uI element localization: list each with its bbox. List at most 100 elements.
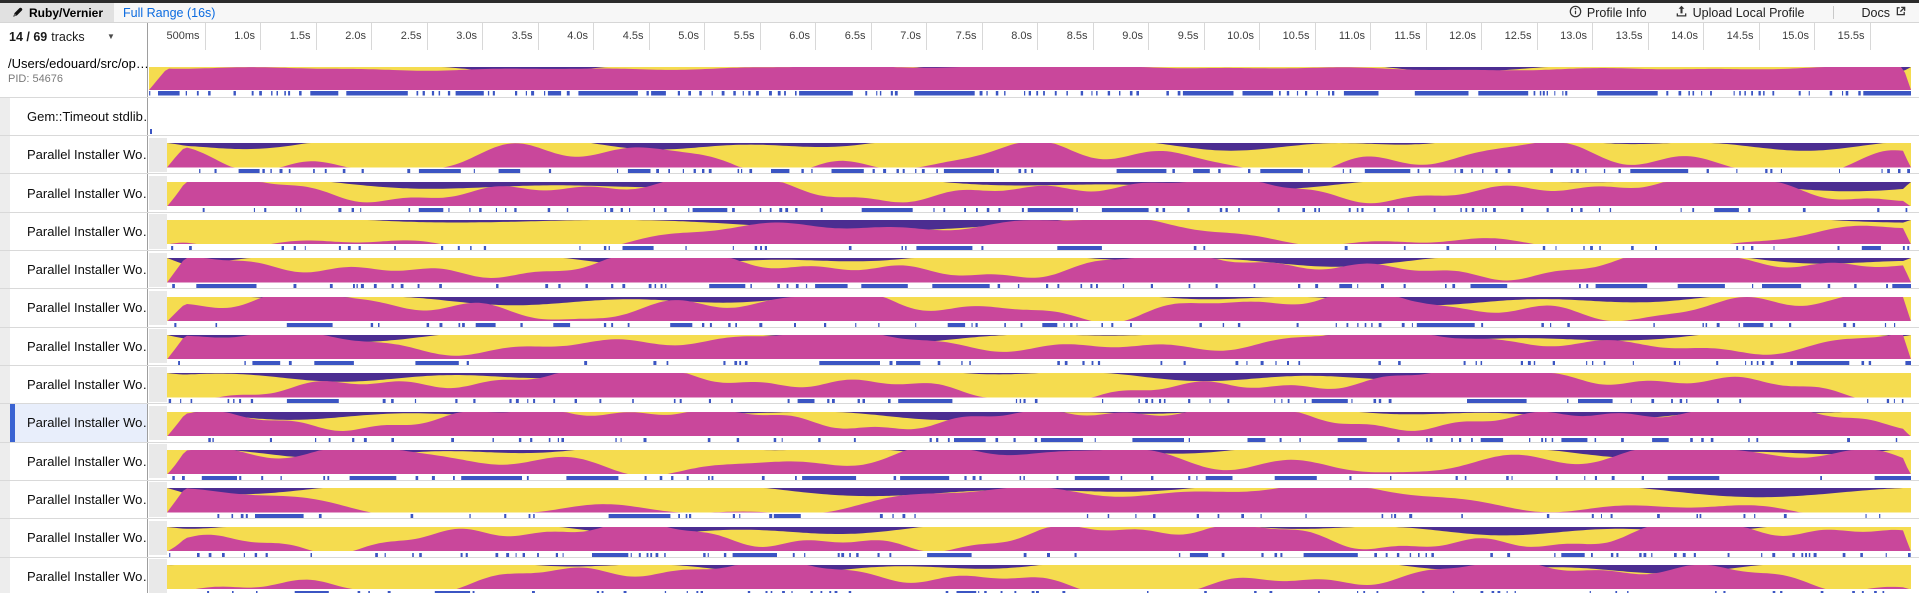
ruler-tick-label: 11.0s (1338, 30, 1365, 42)
track-sidebar-cell[interactable]: Parallel Installer Wo… (0, 519, 148, 557)
track-indent-gutter (0, 404, 10, 442)
track-row[interactable]: Parallel Installer Wo… (0, 479, 1919, 519)
track-indent-gutter (0, 365, 10, 404)
track-timeline-cell[interactable] (148, 136, 1919, 174)
track-timeline-cell[interactable] (148, 519, 1919, 557)
full-range-link[interactable]: Full Range (16s) (123, 5, 216, 20)
tab-ruby-vernier[interactable]: Ruby/Vernier (0, 3, 115, 22)
track-sidebar-cell[interactable]: Parallel Installer Wo… (0, 480, 148, 519)
track-indent-gutter (0, 212, 10, 250)
track-indent-gutter (0, 251, 10, 289)
track-timeline-cell[interactable] (148, 50, 1919, 97)
track-indent-gutter (0, 327, 10, 365)
activity-graph[interactable] (166, 411, 1911, 437)
top-toolbar: Ruby/Vernier Full Range (16s) Profile In… (0, 3, 1919, 23)
activity-graph[interactable] (166, 564, 1911, 590)
track-timeline-cell[interactable] (148, 404, 1919, 442)
track-timeline-cell[interactable] (148, 443, 1919, 480)
track-timeline-cell[interactable] (148, 289, 1919, 327)
ruler-tick-line (1647, 23, 1649, 50)
thread-track-name: Parallel Installer Wo… (27, 185, 148, 201)
track-row[interactable]: Gem::Timeout stdlib… (0, 96, 1919, 136)
activity-graph[interactable] (166, 181, 1911, 207)
thread-start-gap (149, 252, 167, 287)
track-row[interactable]: Parallel Installer Wo… (0, 288, 1919, 327)
track-row[interactable]: Parallel Installer Wo… (0, 211, 1919, 250)
track-timeline-cell[interactable] (148, 481, 1919, 519)
track-row[interactable]: Parallel Installer Wo… (0, 135, 1919, 174)
track-sidebar-cell[interactable]: Parallel Installer Wo… (0, 327, 148, 365)
track-sidebar-cell[interactable]: Parallel Installer Wo… (0, 136, 148, 174)
ruler-tick-line (204, 23, 206, 50)
marker-ticks[interactable] (167, 284, 1911, 289)
activity-graph[interactable] (166, 449, 1911, 475)
ruler-tick-label: 10.5s (1282, 30, 1310, 42)
activity-graph[interactable] (166, 143, 1911, 168)
marker-ticks[interactable] (167, 552, 1911, 557)
ruler-tick-label: 6.0s (789, 30, 810, 42)
track-sidebar-cell[interactable]: Gem::Timeout stdlib… (0, 97, 148, 136)
thread-start-gap (149, 137, 167, 172)
ruler-tick-label: 12.0s (1449, 30, 1476, 42)
ruler-tick-label: 12.5s (1504, 30, 1532, 42)
activity-graph[interactable] (166, 373, 1911, 398)
profile-info-button[interactable]: Profile Info (1569, 5, 1647, 21)
track-sidebar-cell[interactable]: Parallel Installer Wo… (0, 404, 148, 442)
track-row[interactable]: Parallel Installer Wo… (0, 326, 1919, 365)
track-row[interactable]: Parallel Installer Wo… (0, 173, 1919, 212)
track-sidebar-cell[interactable]: Parallel Installer Wo… (0, 212, 148, 250)
track-row[interactable]: Parallel Installer Wo… (0, 556, 1919, 593)
ruler-tick-line (426, 23, 428, 50)
track-sidebar-cell[interactable]: Parallel Installer Wo… (0, 251, 148, 289)
track-row[interactable]: Parallel Installer Wo… (0, 441, 1919, 480)
track-sidebar-cell[interactable]: Parallel Installer Wo… (0, 365, 148, 404)
tracks-dropdown-button[interactable]: 14 / 69 tracks ▼ (0, 23, 148, 50)
track-row[interactable]: Parallel Installer Wo… (0, 250, 1919, 289)
activity-graph[interactable] (166, 334, 1911, 360)
marker-ticks[interactable] (167, 245, 1911, 250)
track-row[interactable]: Parallel Installer Wo… (0, 403, 1919, 442)
activity-graph[interactable] (166, 488, 1911, 513)
track-timeline-cell[interactable] (148, 251, 1919, 289)
docs-link[interactable]: Docs (1862, 5, 1907, 20)
thread-track-name: Gem::Timeout stdlib… (27, 108, 148, 124)
track-row-process[interactable]: /Users/edouard/src/op… PID: 54676 (0, 50, 1919, 97)
upload-local-profile-button[interactable]: Upload Local Profile (1675, 5, 1805, 21)
marker-ticks[interactable] (167, 360, 1911, 365)
ruler-tick-label: 1.0s (234, 30, 255, 42)
ruler-tick-line (1203, 23, 1205, 50)
marker-ticks[interactable] (167, 322, 1911, 327)
thread-start-gap (149, 175, 167, 211)
marker-ticks[interactable] (167, 207, 1911, 212)
track-row[interactable]: Parallel Installer Wo… (0, 364, 1919, 404)
ruler-tick-line (1592, 23, 1593, 50)
activity-graph[interactable] (149, 67, 1911, 90)
track-timeline-cell[interactable] (148, 558, 1919, 593)
marker-ticks[interactable] (167, 514, 1911, 519)
activity-graph[interactable] (166, 258, 1911, 283)
track-timeline-cell[interactable] (148, 213, 1919, 250)
track-indent-gutter (0, 97, 10, 136)
track-sidebar-cell[interactable]: Parallel Installer Wo… (0, 442, 148, 480)
activity-graph[interactable] (166, 219, 1911, 245)
marker-ticks[interactable] (167, 475, 1911, 480)
marker-ticks[interactable] (167, 399, 1911, 404)
track-timeline-cell[interactable] (148, 366, 1919, 404)
track-timeline-cell[interactable] (148, 328, 1919, 365)
activity-graph[interactable] (166, 526, 1911, 552)
track-sidebar-cell[interactable]: /Users/edouard/src/op… PID: 54676 (0, 50, 148, 97)
marker-ticks[interactable] (167, 590, 1911, 593)
track-sidebar-cell[interactable]: Parallel Installer Wo… (0, 557, 148, 593)
track-timeline-cell[interactable] (148, 98, 1919, 135)
marker-ticks[interactable] (167, 169, 1911, 174)
track-row[interactable]: Parallel Installer Wo… (0, 518, 1919, 557)
track-timeline-cell[interactable] (148, 174, 1919, 212)
marker-ticks[interactable] (167, 437, 1911, 442)
track-sidebar-cell[interactable]: Parallel Installer Wo… (0, 174, 148, 212)
track-sidebar-cell[interactable]: Parallel Installer Wo… (0, 289, 148, 327)
ruler-timeline[interactable]: 500ms 1.0s 1.5s 2.0s 2.5s 3.0s 3.5s 4.0s 4.5s 5.0… (148, 23, 1919, 50)
marker-ticks[interactable] (149, 91, 1911, 96)
activity-graph[interactable] (166, 296, 1911, 322)
ruler-tick-label: 5.0s (678, 30, 699, 42)
